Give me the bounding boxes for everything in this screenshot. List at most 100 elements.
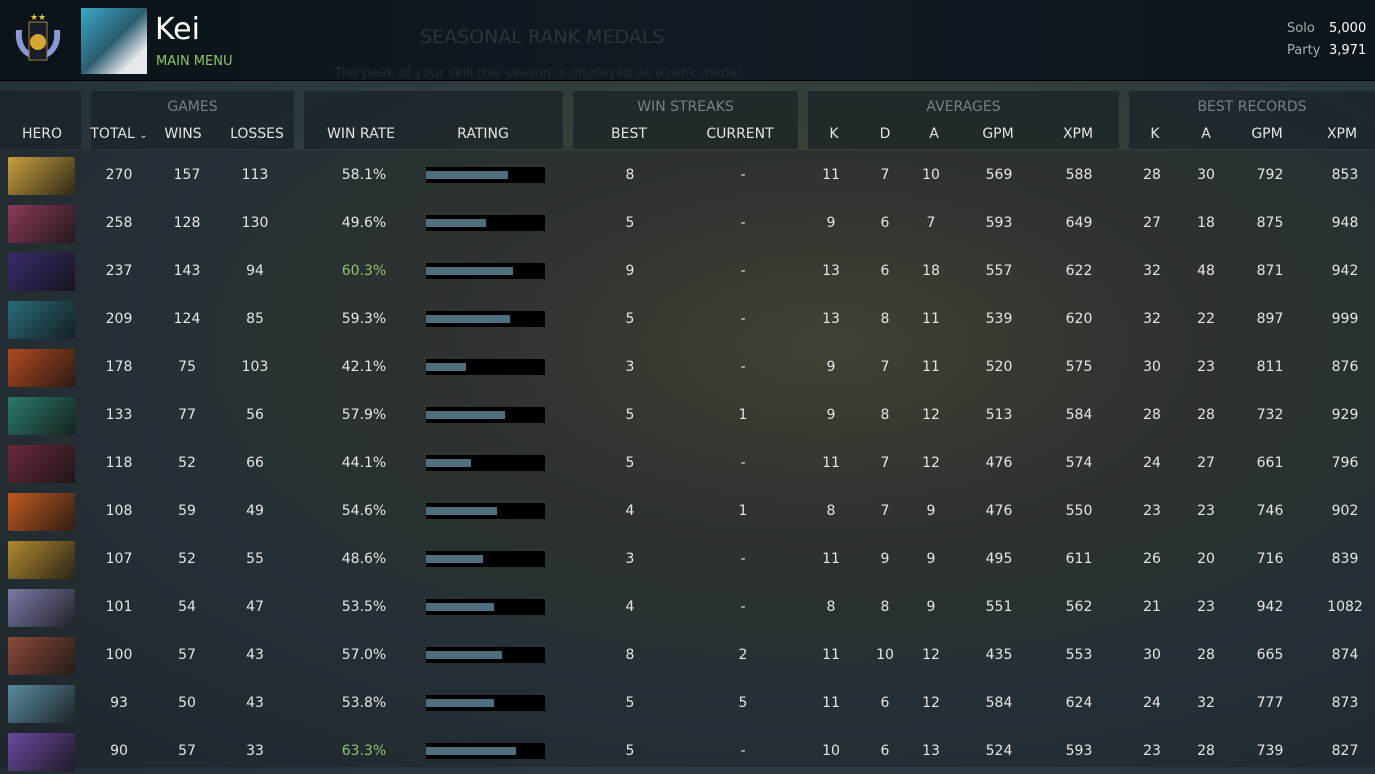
col-best-a[interactable]: A bbox=[1201, 126, 1211, 142]
col-total[interactable]: TOTAL ⌄ bbox=[90, 126, 147, 142]
cell-xpm: 593 bbox=[1065, 743, 1093, 759]
hero-portrait-icon[interactable] bbox=[8, 397, 75, 435]
hero-portrait-icon[interactable] bbox=[8, 205, 75, 243]
cell-xpm: 562 bbox=[1065, 599, 1093, 615]
cell-bgpm: 811 bbox=[1256, 359, 1284, 375]
rating-bar bbox=[426, 647, 545, 663]
cell-total: 93 bbox=[110, 695, 128, 711]
table-row[interactable]: 209 124 85 59.3% 5 - 13 8 11 539 620 32 22 897 999 bbox=[0, 294, 1375, 342]
table-row[interactable]: 107 52 55 48.6% 3 - 11 9 9 495 611 26 20 716 839 bbox=[0, 534, 1375, 582]
svg-text:★: ★ bbox=[30, 13, 38, 23]
col-avg-gpm[interactable]: GPM bbox=[982, 126, 1014, 142]
cell-losses: 47 bbox=[246, 599, 264, 615]
cell-current: 1 bbox=[738, 407, 748, 423]
cell-a: 12 bbox=[922, 407, 940, 423]
cell-bgpm: 661 bbox=[1256, 455, 1284, 471]
cell-xpm: 553 bbox=[1065, 647, 1093, 663]
cell-d: 6 bbox=[880, 263, 890, 279]
cell-bgpm: 732 bbox=[1256, 407, 1284, 423]
cell-gpm: 524 bbox=[985, 743, 1013, 759]
col-avg-a[interactable]: A bbox=[929, 126, 939, 142]
hero-portrait-icon[interactable] bbox=[8, 541, 75, 579]
cell-a: 9 bbox=[926, 551, 936, 567]
col-avg-k[interactable]: K bbox=[829, 126, 839, 142]
table-row[interactable]: 178 75 103 42.1% 3 - 9 7 11 520 575 30 23 811 876 bbox=[0, 342, 1375, 390]
cell-gpm: 593 bbox=[985, 215, 1013, 231]
col-avg-d[interactable]: D bbox=[879, 126, 891, 142]
cell-losses: 43 bbox=[246, 695, 264, 711]
col-win-rate[interactable]: WIN RATE bbox=[327, 126, 395, 142]
cell-d: 10 bbox=[876, 647, 894, 663]
cell-total: 209 bbox=[105, 311, 133, 327]
cell-d: 8 bbox=[880, 311, 890, 327]
cell-current: - bbox=[740, 455, 746, 471]
table-row[interactable]: 133 77 56 57.9% 5 1 9 8 12 513 584 28 28 732 929 bbox=[0, 390, 1375, 438]
table-row[interactable]: 237 143 94 60.3% 9 - 13 6 18 557 622 32 48 871 942 bbox=[0, 246, 1375, 294]
cell-ba: 18 bbox=[1197, 215, 1215, 231]
hero-portrait-icon[interactable] bbox=[8, 349, 75, 387]
cell-bk: 23 bbox=[1143, 503, 1161, 519]
cell-ba: 20 bbox=[1197, 551, 1215, 567]
table-row[interactable]: 258 128 130 49.6% 5 - 9 6 7 593 649 27 18 875 948 bbox=[0, 198, 1375, 246]
cell-losses: 56 bbox=[246, 407, 264, 423]
hero-portrait-icon[interactable] bbox=[8, 685, 75, 723]
rating-bar bbox=[426, 503, 545, 519]
table-row[interactable]: 101 54 47 53.5% 4 - 8 8 9 551 562 21 23 942 1082 bbox=[0, 582, 1375, 630]
table-row[interactable]: 118 52 66 44.1% 5 - 11 7 12 476 574 24 27 661 796 bbox=[0, 438, 1375, 486]
col-avg-xpm[interactable]: XPM bbox=[1062, 126, 1094, 142]
cell-gpm: 584 bbox=[985, 695, 1013, 711]
main-menu-link[interactable]: MAIN MENU bbox=[156, 54, 233, 69]
table-row[interactable]: 90 57 33 63.3% 5 - 10 6 13 524 593 23 28 739 827 bbox=[0, 726, 1375, 774]
cell-wins: 124 bbox=[173, 311, 201, 327]
hero-portrait-icon[interactable] bbox=[8, 253, 75, 291]
cell-wins: 143 bbox=[173, 263, 201, 279]
table-row[interactable]: 270 157 113 58.1% 8 - 11 7 10 569 588 28 30 792 853 bbox=[0, 150, 1375, 198]
hero-portrait-icon[interactable] bbox=[8, 301, 75, 339]
hero-portrait-icon[interactable] bbox=[8, 493, 75, 531]
col-best-gpm[interactable]: GPM bbox=[1251, 126, 1283, 142]
cell-losses: 55 bbox=[246, 551, 264, 567]
cell-k: 13 bbox=[822, 263, 840, 279]
hero-portrait-icon[interactable] bbox=[8, 157, 75, 195]
hero-portrait-icon[interactable] bbox=[8, 589, 75, 627]
cell-win-rate: 57.0% bbox=[341, 647, 387, 663]
rating-bar-fill bbox=[426, 747, 517, 755]
table-row[interactable]: 100 57 43 57.0% 8 2 11 10 12 435 553 30 28 665 874 bbox=[0, 630, 1375, 678]
cell-a: 11 bbox=[922, 311, 940, 327]
hero-portrait-icon[interactable] bbox=[8, 445, 75, 483]
cell-k: 9 bbox=[826, 407, 836, 423]
cell-total: 178 bbox=[105, 359, 133, 375]
col-best-k[interactable]: K bbox=[1150, 126, 1160, 142]
rating-bar-fill bbox=[426, 171, 509, 179]
col-rating[interactable]: RATING bbox=[457, 126, 509, 142]
cell-bgpm: 897 bbox=[1256, 311, 1284, 327]
table-row[interactable]: 93 50 43 53.8% 5 5 11 6 12 584 624 24 32 777 873 bbox=[0, 678, 1375, 726]
player-avatar[interactable] bbox=[81, 8, 147, 74]
cell-bk: 30 bbox=[1143, 359, 1161, 375]
hero-portrait-icon[interactable] bbox=[8, 733, 75, 771]
hero-portrait-icon[interactable] bbox=[8, 637, 75, 675]
cell-k: 11 bbox=[822, 455, 840, 471]
col-losses[interactable]: LOSSES bbox=[230, 126, 284, 142]
col-wins[interactable]: WINS bbox=[164, 126, 202, 142]
col-best-streak[interactable]: BEST bbox=[611, 126, 647, 142]
cell-xpm: 588 bbox=[1065, 167, 1093, 183]
averages-panel: AVERAGES bbox=[808, 91, 1119, 149]
cell-bgpm: 716 bbox=[1256, 551, 1284, 567]
cell-wins: 50 bbox=[178, 695, 196, 711]
rating-bar bbox=[426, 407, 545, 423]
cell-xpm: 575 bbox=[1065, 359, 1093, 375]
cell-losses: 85 bbox=[246, 311, 264, 327]
col-best-xpm[interactable]: XPM bbox=[1326, 126, 1358, 142]
cell-bxpm: 874 bbox=[1331, 647, 1359, 663]
col-current-streak[interactable]: CURRENT bbox=[706, 126, 774, 142]
col-hero[interactable]: HERO bbox=[21, 126, 63, 142]
table-row[interactable]: 108 59 49 54.6% 4 1 8 7 9 476 550 23 23 746 902 bbox=[0, 486, 1375, 534]
cell-d: 6 bbox=[880, 695, 890, 711]
cell-win-rate: 54.6% bbox=[341, 503, 387, 519]
rating-bar bbox=[426, 359, 545, 375]
rating-bar-fill bbox=[426, 699, 494, 707]
cell-win-rate: 63.3% bbox=[341, 743, 387, 759]
cell-losses: 94 bbox=[246, 263, 264, 279]
cell-ba: 30 bbox=[1197, 167, 1215, 183]
